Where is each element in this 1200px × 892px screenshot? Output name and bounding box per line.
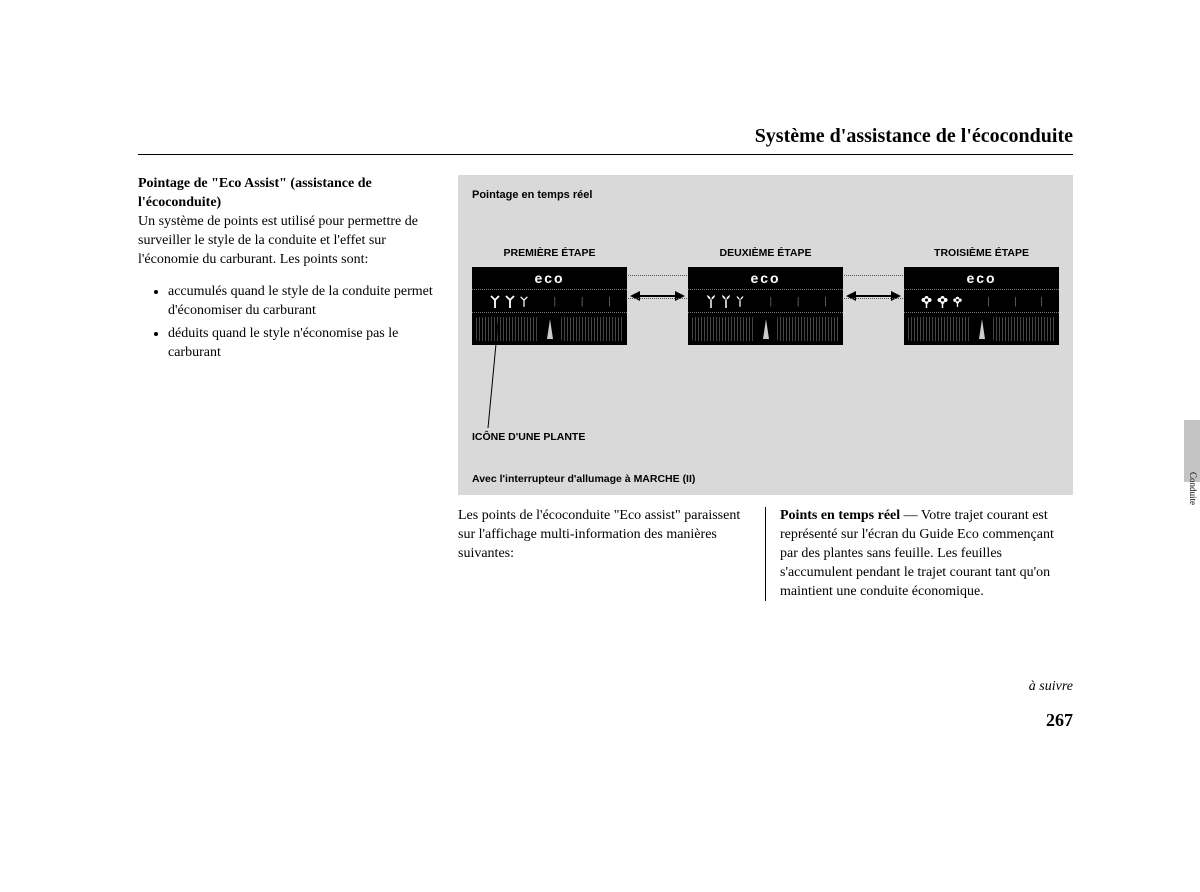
stage-title: PREMIÈRE ÉTAPE xyxy=(472,247,627,259)
stage-title: TROISIÈME ÉTAPE xyxy=(904,247,1059,259)
dashboard-grille xyxy=(692,317,755,341)
intro-paragraph: Un système de points est utilisé pour pe… xyxy=(138,214,418,267)
plant-callout-label: ICÔNE D'UNE PLANTE xyxy=(472,431,585,443)
section-tab-label: Conduite xyxy=(1188,472,1198,505)
tick-mark: | xyxy=(581,296,583,307)
plant-leaf-icon xyxy=(705,294,717,308)
plant-sprout-icon xyxy=(504,294,516,308)
continue-text: à suivre xyxy=(1029,679,1073,695)
dashboard-display: eco | | | xyxy=(904,267,1059,345)
bullet-list: accumulés quand le style de la conduite … xyxy=(168,283,438,363)
below-diagram-columns: Les points de l'écoconduite "Eco assist"… xyxy=(458,507,1073,601)
plant-icon-row: | | | xyxy=(904,289,1059,313)
right-column: Pointage en temps réel PREMIÈRE ÉTAPE ec… xyxy=(458,175,1073,601)
needle-icon xyxy=(975,317,989,341)
section-subhead: Pointage de "Eco Assist" (assistance de … xyxy=(138,176,372,210)
plant-flower-icon xyxy=(936,294,949,308)
plant-leaf-icon xyxy=(720,294,732,308)
list-item: déduits quand le style n'économise pas l… xyxy=(168,325,438,363)
list-item: accumulés quand le style de la conduite … xyxy=(168,283,438,321)
dashboard-display: eco | | | xyxy=(688,267,843,345)
needle-icon xyxy=(759,317,773,341)
plant-sprout-icon xyxy=(519,295,529,307)
tick-mark: | xyxy=(1014,296,1016,307)
tick-mark: | xyxy=(770,296,772,307)
content-area: Pointage de "Eco Assist" (assistance de … xyxy=(138,175,1073,601)
plant-icon-row: | | | xyxy=(688,289,843,313)
tick-mark: | xyxy=(824,296,826,307)
plant-sprout-icon xyxy=(489,294,501,308)
plant-leaf-icon xyxy=(735,295,745,307)
tick-mark: | xyxy=(1041,296,1043,307)
eco-text: eco xyxy=(688,267,843,289)
eco-text: eco xyxy=(472,267,627,289)
diagram-footer-note: Avec l'interrupteur d'allumage à MARCHE … xyxy=(472,473,695,485)
below-right-paragraph: Points en temps réel — Votre trajet cour… xyxy=(765,507,1073,601)
dashboard-grille xyxy=(908,317,971,341)
diagram-panel: Pointage en temps réel PREMIÈRE ÉTAPE ec… xyxy=(458,175,1073,495)
page-number: 267 xyxy=(1046,710,1073,731)
page-title: Système d'assistance de l'écoconduite xyxy=(138,125,1073,155)
stage-title: DEUXIÈME ÉTAPE xyxy=(688,247,843,259)
below-left-paragraph: Les points de l'écoconduite "Eco assist"… xyxy=(458,507,765,601)
dashboard-grille xyxy=(777,317,840,341)
tick-mark: | xyxy=(608,296,610,307)
needle-icon xyxy=(543,317,557,341)
diagram-top-label: Pointage en temps réel xyxy=(472,189,1059,201)
tick-mark: | xyxy=(988,296,990,307)
plant-flower-icon xyxy=(920,294,933,308)
tick-mark: | xyxy=(554,296,556,307)
stage-block: DEUXIÈME ÉTAPE eco | | xyxy=(688,247,843,345)
plant-icon-row: | | | xyxy=(472,289,627,313)
stage-row: PREMIÈRE ÉTAPE eco | | xyxy=(472,231,1059,361)
dashboard-grille xyxy=(561,317,624,341)
left-column: Pointage de "Eco Assist" (assistance de … xyxy=(138,175,438,601)
callout-line xyxy=(486,323,526,433)
realtime-points-head: Points en temps réel xyxy=(780,508,900,523)
eco-text: eco xyxy=(904,267,1059,289)
dashboard-grille xyxy=(993,317,1056,341)
plant-flower-icon xyxy=(952,295,963,307)
tick-mark: | xyxy=(797,296,799,307)
stage-block: TROISIÈME ÉTAPE eco | | xyxy=(904,247,1059,345)
